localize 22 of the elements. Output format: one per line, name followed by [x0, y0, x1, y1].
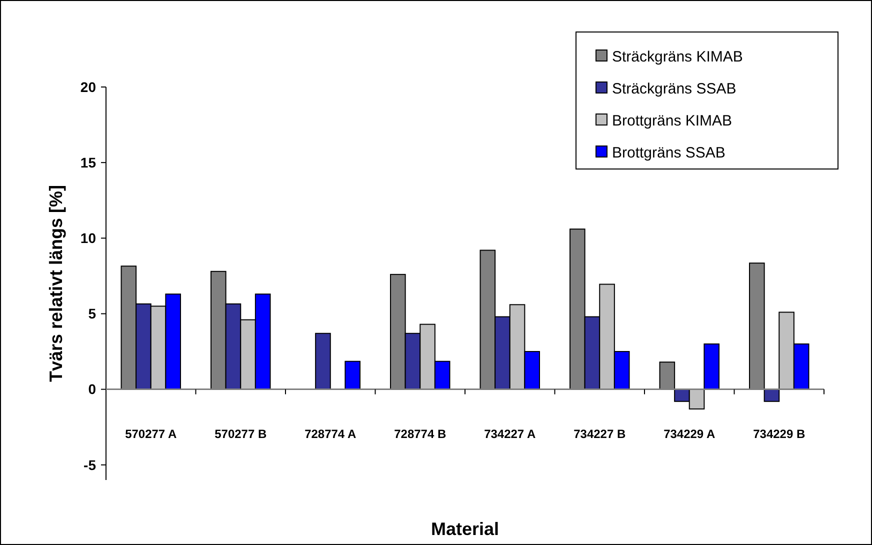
- x-tick-label: 728774 A: [304, 427, 356, 441]
- x-tick-label: 734227 B: [574, 427, 626, 441]
- y-tick-label: 0: [88, 381, 96, 398]
- x-tick-label: 570277 A: [125, 427, 177, 441]
- bar: [315, 332, 331, 390]
- y-tick-label: -5: [84, 456, 96, 473]
- y-tick-label: 15: [80, 154, 96, 170]
- x-tick-label: 734227 A: [484, 427, 536, 441]
- x-tick-label: 734229 B: [753, 427, 806, 441]
- legend-label: Brottgräns SSAB: [612, 144, 726, 162]
- y-tick-label: 5: [88, 306, 96, 322]
- x-tick-label: 728774 B: [394, 427, 446, 441]
- x-tick-label: 734229 A: [664, 427, 716, 441]
- y-axis-title: Tvärs relativt längs [%]: [46, 184, 66, 382]
- legend-label: Sträckgräns SSAB: [612, 80, 736, 98]
- x-tick-label: 570277 B: [214, 427, 267, 441]
- x-axis-title: Material: [430, 519, 500, 539]
- y-tick-label: 10: [80, 230, 96, 246]
- y-tick-label: 20: [80, 78, 96, 95]
- bar: [344, 360, 360, 390]
- legend-label: Sträckgräns KIMAB: [612, 48, 743, 66]
- legend-label: Brottgräns KIMAB: [612, 112, 732, 130]
